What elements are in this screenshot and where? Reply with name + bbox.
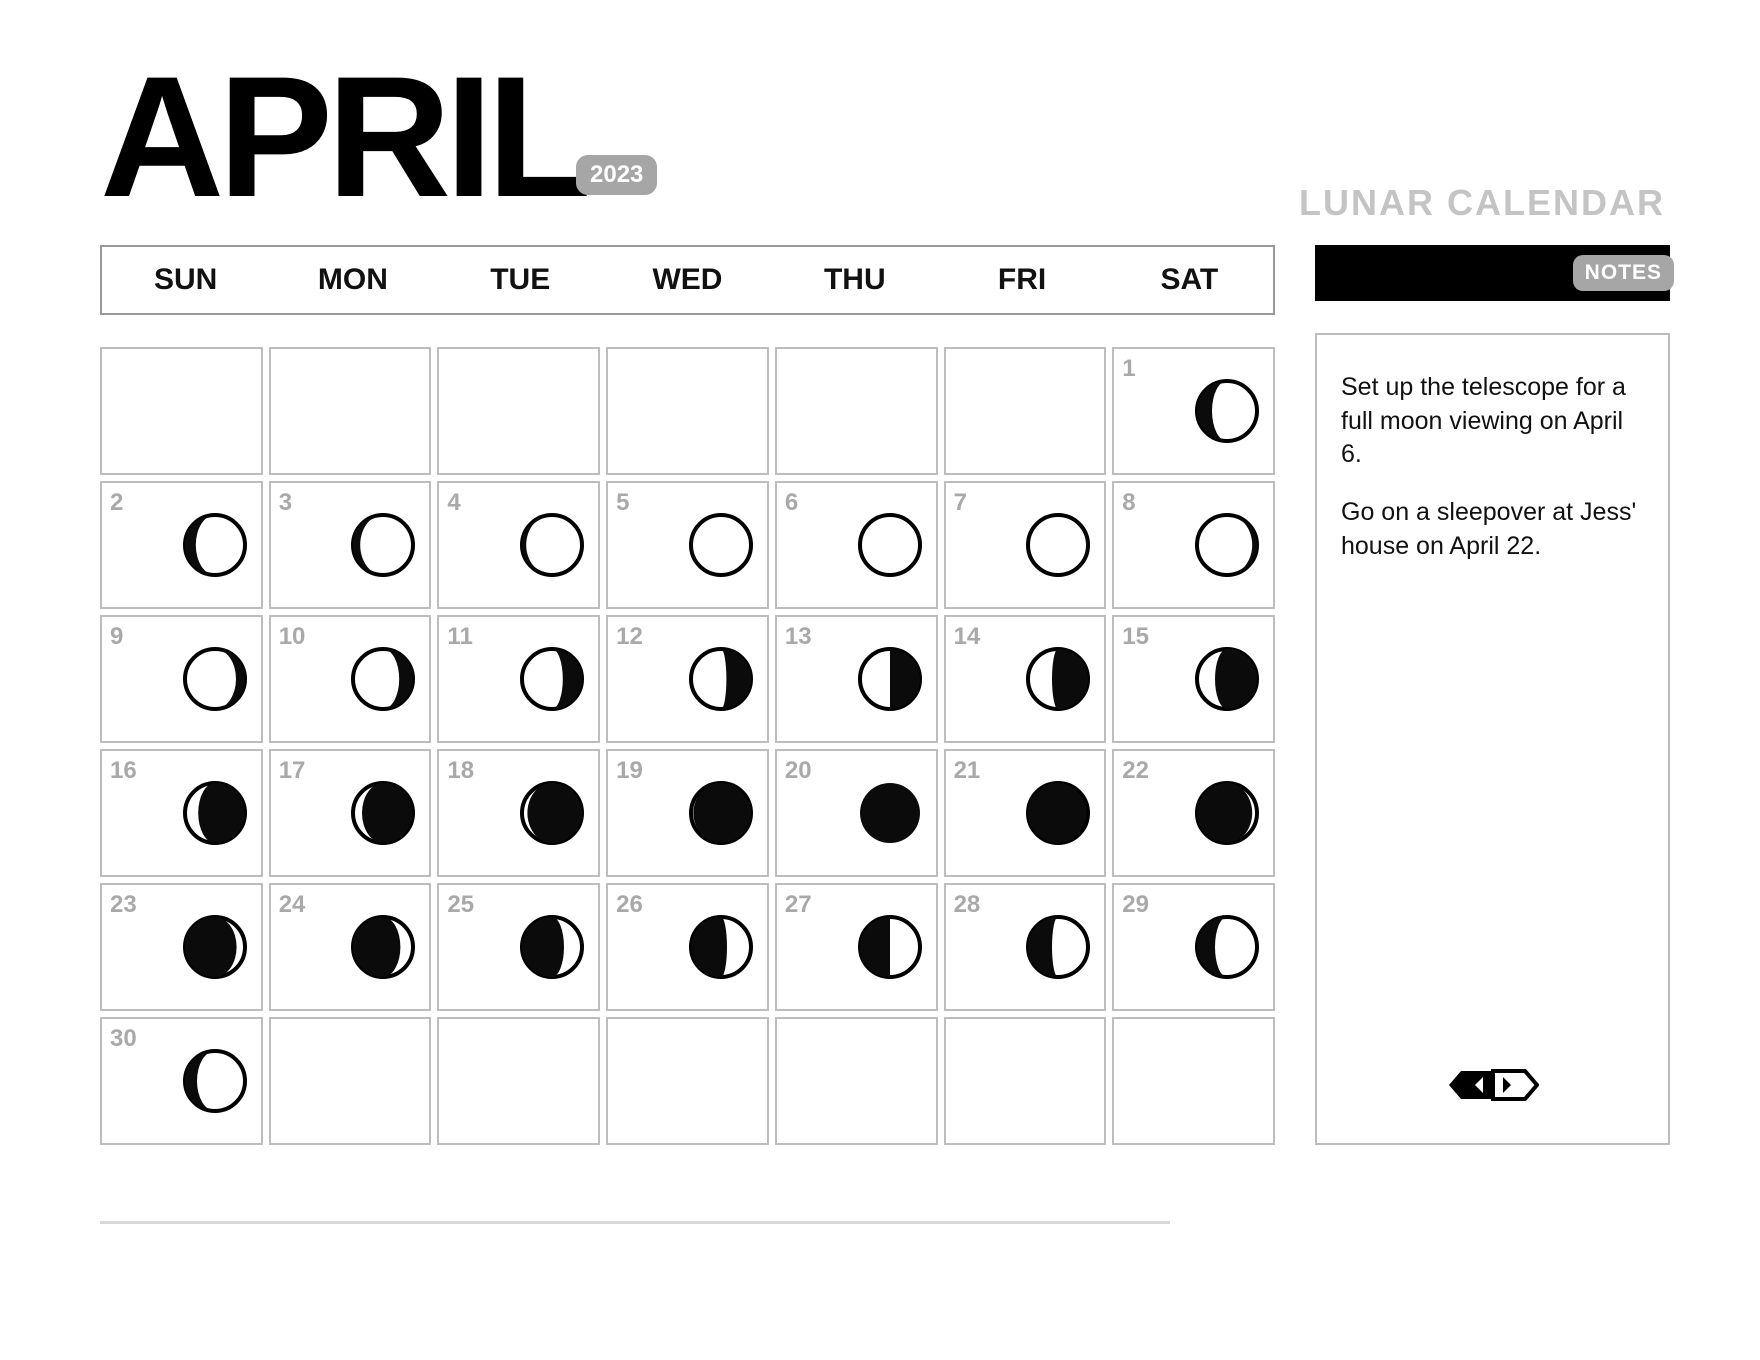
moon-phase-icon bbox=[518, 511, 586, 579]
moon-phase-icon bbox=[856, 511, 924, 579]
moon-phase-icon bbox=[349, 779, 417, 847]
moon-phase-icon bbox=[181, 645, 249, 713]
calendar-cell bbox=[944, 1017, 1107, 1145]
moon-phase-icon bbox=[1193, 645, 1261, 713]
note-line: Go on a sleepover at Jess' house on Apri… bbox=[1341, 496, 1644, 564]
calendar-cell bbox=[269, 347, 432, 475]
arrow-nav-icon bbox=[1447, 1067, 1539, 1103]
year-badge: 2023 bbox=[576, 155, 657, 195]
weekday-sun: SUN bbox=[102, 247, 269, 313]
calendar-cell: 13 bbox=[775, 615, 938, 743]
moon-phase-icon bbox=[518, 779, 586, 847]
weekday-header: SUN MON TUE WED THU FRI SAT bbox=[100, 245, 1275, 315]
calendar-cell: 16 bbox=[100, 749, 263, 877]
calendar-cell: 6 bbox=[775, 481, 938, 609]
calendar-cell: 23 bbox=[100, 883, 263, 1011]
calendar-cell: 5 bbox=[606, 481, 769, 609]
calendar-cell: 7 bbox=[944, 481, 1107, 609]
calendar-cell bbox=[100, 347, 263, 475]
calendar-cell: 18 bbox=[437, 749, 600, 877]
moon-phase-icon bbox=[1193, 377, 1261, 445]
calendar-cell bbox=[775, 1017, 938, 1145]
calendar-cell: 3 bbox=[269, 481, 432, 609]
moon-phase-icon bbox=[181, 779, 249, 847]
calendar-cell: 25 bbox=[437, 883, 600, 1011]
moon-phase-icon bbox=[687, 645, 755, 713]
moon-phase-icon bbox=[1024, 511, 1092, 579]
nav-arrows[interactable] bbox=[1447, 1067, 1539, 1113]
calendar-cell: 27 bbox=[775, 883, 938, 1011]
calendar: SUN MON TUE WED THU FRI SAT 123456789101… bbox=[100, 245, 1275, 1145]
moon-phase-icon bbox=[687, 779, 755, 847]
moon-phase-icon bbox=[856, 645, 924, 713]
calendar-cell bbox=[775, 347, 938, 475]
moon-phase-icon bbox=[687, 511, 755, 579]
moon-phase-icon bbox=[687, 913, 755, 981]
weekday-tue: TUE bbox=[437, 247, 604, 313]
calendar-cell: 14 bbox=[944, 615, 1107, 743]
weekday-wed: WED bbox=[604, 247, 771, 313]
calendar-cell: 17 bbox=[269, 749, 432, 877]
moon-phase-icon bbox=[349, 645, 417, 713]
weekday-thu: THU bbox=[771, 247, 938, 313]
calendar-cell: 22 bbox=[1112, 749, 1275, 877]
calendar-cell bbox=[269, 1017, 432, 1145]
note-line: Set up the telescope for a full moon vie… bbox=[1341, 371, 1644, 472]
calendar-cell: 1 bbox=[1112, 347, 1275, 475]
calendar-cell: 10 bbox=[269, 615, 432, 743]
calendar-cell bbox=[437, 347, 600, 475]
moon-phase-icon bbox=[181, 913, 249, 981]
moon-phase-icon bbox=[1024, 645, 1092, 713]
calendar-cell: 8 bbox=[1112, 481, 1275, 609]
moon-phase-icon bbox=[856, 913, 924, 981]
calendar-cell bbox=[606, 1017, 769, 1145]
moon-phase-icon bbox=[349, 511, 417, 579]
calendar-cell: 28 bbox=[944, 883, 1107, 1011]
weekday-fri: FRI bbox=[938, 247, 1105, 313]
moon-phase-icon bbox=[518, 645, 586, 713]
moon-phase-icon bbox=[349, 913, 417, 981]
moon-phase-icon bbox=[856, 779, 924, 847]
calendar-cell: 2 bbox=[100, 481, 263, 609]
moon-phase-icon bbox=[518, 913, 586, 981]
calendar-cell: 19 bbox=[606, 749, 769, 877]
page-subtitle: LUNAR CALENDAR bbox=[1299, 182, 1665, 224]
calendar-cell: 4 bbox=[437, 481, 600, 609]
moon-phase-icon bbox=[1193, 779, 1261, 847]
moon-phase-icon bbox=[1024, 913, 1092, 981]
notes-badge: NOTES bbox=[1573, 255, 1674, 291]
moon-phase-icon bbox=[1024, 779, 1092, 847]
calendar-cell: 21 bbox=[944, 749, 1107, 877]
weekday-mon: MON bbox=[269, 247, 436, 313]
moon-phase-icon bbox=[1193, 913, 1261, 981]
calendar-cell bbox=[437, 1017, 600, 1145]
calendar-cell bbox=[1112, 1017, 1275, 1145]
calendar-cell: 9 bbox=[100, 615, 263, 743]
sidebar: NOTES Set up the telescope for a full mo… bbox=[1315, 245, 1670, 1145]
calendar-grid: 1234567891011121314151617181920212223242… bbox=[100, 347, 1275, 1145]
calendar-cell bbox=[944, 347, 1107, 475]
notes-body: Set up the telescope for a full moon vie… bbox=[1315, 333, 1670, 1145]
calendar-cell bbox=[606, 347, 769, 475]
calendar-cell: 11 bbox=[437, 615, 600, 743]
bottom-rule bbox=[100, 1221, 1170, 1224]
moon-phase-icon bbox=[1193, 511, 1261, 579]
calendar-cell: 30 bbox=[100, 1017, 263, 1145]
weekday-sat: SAT bbox=[1106, 247, 1273, 313]
notes-header: NOTES bbox=[1315, 245, 1670, 301]
calendar-cell: 12 bbox=[606, 615, 769, 743]
calendar-cell: 24 bbox=[269, 883, 432, 1011]
moon-phase-icon bbox=[181, 1047, 249, 1115]
calendar-cell: 29 bbox=[1112, 883, 1275, 1011]
calendar-cell: 15 bbox=[1112, 615, 1275, 743]
month-title: APRIL bbox=[100, 60, 586, 215]
calendar-cell: 20 bbox=[775, 749, 938, 877]
calendar-cell: 26 bbox=[606, 883, 769, 1011]
moon-phase-icon bbox=[181, 511, 249, 579]
